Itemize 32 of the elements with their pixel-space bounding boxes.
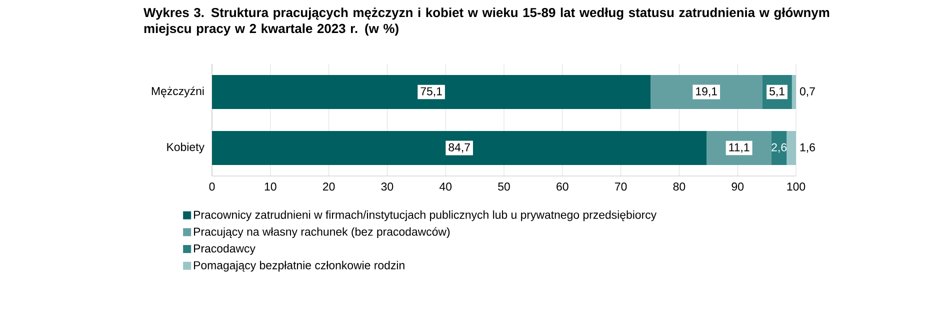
x-tick-label: 30 bbox=[381, 182, 394, 191]
x-tick-label: 60 bbox=[556, 182, 568, 191]
data-label: 84,7 bbox=[448, 143, 470, 153]
x-tick-label: 100 bbox=[787, 182, 806, 191]
x-tick-label: 0 bbox=[209, 182, 215, 191]
x-tick-label: 10 bbox=[264, 182, 276, 191]
legend-label: Pracujący na własny rachunek (bez pracodawców) bbox=[194, 227, 450, 238]
x-tick-label: 50 bbox=[498, 182, 510, 191]
bar bbox=[650, 75, 762, 109]
y-tick-label: Kobiety bbox=[167, 142, 204, 154]
bar bbox=[212, 75, 651, 109]
data-label: 75,1 bbox=[420, 87, 442, 97]
data-label: 19,1 bbox=[696, 87, 717, 97]
x-tick-label: 40 bbox=[440, 182, 452, 191]
legend-label: Pracodawcy bbox=[194, 244, 256, 255]
bar bbox=[792, 75, 796, 109]
data-label: 0,7 bbox=[800, 87, 815, 97]
x-tick-label: 90 bbox=[732, 182, 744, 191]
x-tick-label: 20 bbox=[323, 182, 335, 191]
legend-label: Pomagający bezpłatnie członkowie rodzin bbox=[194, 260, 404, 272]
x-tick-label: 80 bbox=[673, 182, 686, 191]
chart-title: Wykres 3. Struktura pracujących mężczyzn i kobiet w wieku 15-89 lat według statusu zatrudnienia w głównym miejscu pracy w 2 kwartale 2023 r. (w %) bbox=[144, 8, 830, 36]
data-label: 11,1 bbox=[729, 143, 750, 153]
data-label: 1,6 bbox=[800, 143, 815, 153]
bar bbox=[771, 131, 787, 165]
legend-label: Pracownicy zatrudnieni w firmach/instytucjach publicznych lub u prywatnego przedsiębiorcy bbox=[194, 210, 657, 222]
data-label: 5,1 bbox=[770, 87, 784, 97]
data-label: 2,6 bbox=[772, 143, 787, 153]
bar bbox=[212, 131, 707, 165]
x-tick-label: 70 bbox=[615, 182, 627, 191]
bar bbox=[786, 131, 796, 165]
y-tick-label: Mężczyźni bbox=[152, 86, 204, 98]
